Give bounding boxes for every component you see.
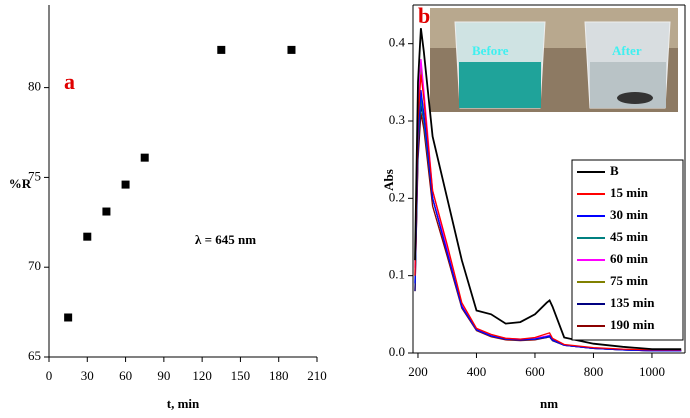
y-tick-label: 80 bbox=[28, 79, 41, 94]
x-axis-label: nm bbox=[540, 396, 558, 411]
x-tick-label: 150 bbox=[231, 368, 251, 383]
series-line bbox=[414, 28, 682, 350]
x-tick-label: 210 bbox=[307, 368, 327, 383]
inset-label: Before bbox=[472, 43, 509, 58]
inset-label: After bbox=[612, 43, 642, 58]
point bbox=[217, 45, 226, 54]
y-tick-label: 0.0 bbox=[389, 344, 405, 359]
point bbox=[83, 232, 92, 241]
legend-label: 135 min bbox=[610, 295, 655, 310]
point bbox=[102, 207, 111, 216]
x-tick-label: 400 bbox=[467, 364, 487, 379]
legend-label: 45 min bbox=[610, 229, 649, 244]
x-tick-label: 90 bbox=[157, 368, 170, 383]
x-tick-label: 1000 bbox=[639, 364, 665, 379]
point bbox=[140, 153, 149, 162]
x-axis-label: t, min bbox=[167, 396, 200, 411]
x-tick-label: 800 bbox=[584, 364, 604, 379]
y-tick-label: 70 bbox=[28, 258, 41, 273]
point bbox=[64, 313, 73, 322]
series-line bbox=[414, 74, 682, 351]
y-tick-label: 0.4 bbox=[389, 35, 406, 50]
x-tick-label: 600 bbox=[525, 364, 545, 379]
x-tick-label: 180 bbox=[269, 368, 289, 383]
x-tick-label: 60 bbox=[119, 368, 132, 383]
panel-label: b bbox=[418, 3, 430, 28]
y-axis-label: Abs bbox=[381, 169, 396, 191]
x-tick-label: 200 bbox=[408, 364, 428, 379]
y-tick-label: 0.3 bbox=[389, 112, 405, 127]
y-tick-label: 75 bbox=[28, 168, 41, 183]
panel-label: a bbox=[64, 69, 75, 94]
legend-label: 15 min bbox=[610, 185, 649, 200]
x-tick-label: 30 bbox=[81, 368, 94, 383]
y-tick-label: 0.1 bbox=[389, 267, 405, 282]
x-tick-label: 120 bbox=[192, 368, 212, 383]
legend: B 15 min 30 min 45 min 60 min 75 min 135 min 19… bbox=[571, 159, 684, 341]
point bbox=[121, 180, 130, 189]
point bbox=[287, 45, 296, 54]
y-axis-label: %R bbox=[9, 176, 32, 191]
x-tick-label: 0 bbox=[46, 368, 53, 383]
y-tick-label: 65 bbox=[28, 348, 41, 363]
legend-label: 75 min bbox=[610, 273, 649, 288]
legend-label: 60 min bbox=[610, 251, 649, 266]
series-line bbox=[414, 90, 682, 352]
y-tick-label: 0.2 bbox=[389, 189, 405, 204]
legend-label: 30 min bbox=[610, 207, 649, 222]
legend-box bbox=[571, 159, 684, 341]
inset-photo bbox=[430, 8, 678, 112]
legend-label: B bbox=[610, 163, 619, 178]
annotation: λ = 645 nm bbox=[195, 232, 256, 247]
legend-label: 190 min bbox=[610, 317, 655, 332]
